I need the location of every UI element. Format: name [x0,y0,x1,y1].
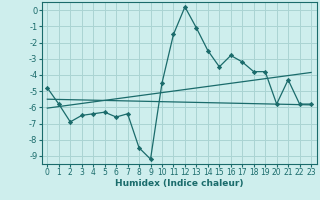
X-axis label: Humidex (Indice chaleur): Humidex (Indice chaleur) [115,179,244,188]
